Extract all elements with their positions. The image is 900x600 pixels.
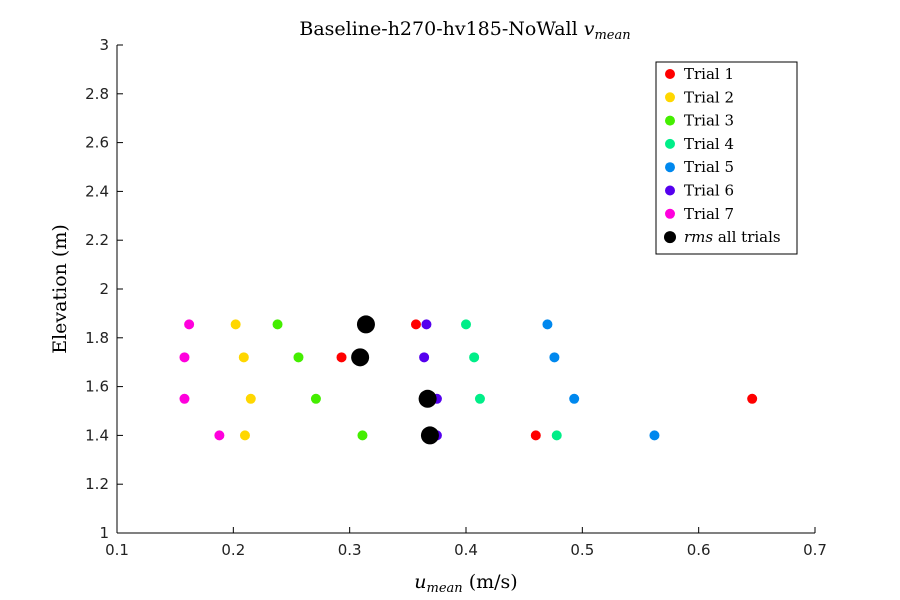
legend-marker — [665, 69, 675, 79]
trial-6-point — [419, 352, 430, 363]
trial-4-point — [469, 352, 480, 363]
x-tick-label: 0.6 — [687, 541, 711, 559]
legend-marker — [665, 162, 675, 173]
trial-3-point — [310, 393, 321, 404]
legend-marker — [665, 208, 675, 219]
trial-3-point — [357, 430, 368, 441]
y-tick-label: 1.8 — [85, 329, 109, 347]
y-tick-label: 2.8 — [85, 85, 109, 103]
x-tick-label: 0.4 — [454, 541, 478, 559]
trial-1-point — [410, 319, 421, 330]
y-tick-label: 1 — [99, 524, 109, 542]
rms-point — [420, 426, 439, 445]
trial-7-point — [179, 352, 190, 363]
legend-label: Trial 5 — [684, 158, 734, 176]
y-tick-label: 3 — [99, 36, 109, 54]
trial-5-point — [649, 430, 660, 441]
x-tick-label: 0.7 — [803, 541, 827, 559]
legend-marker — [665, 185, 675, 196]
y-axis-label: Elevation (m) — [49, 224, 71, 354]
y-tick-label: 1.2 — [85, 475, 109, 493]
trial-2-point — [239, 430, 250, 441]
legend-label: Trial 6 — [684, 182, 734, 200]
trial-2-point — [230, 319, 241, 330]
trial-1-point — [530, 430, 541, 441]
legend-label: rms all trials — [684, 228, 781, 246]
legend-marker — [665, 138, 675, 149]
y-axis-ticks: 1 1.2 1.4 1.6 1.8 2 2.2 2.4 2.6 2.8 3 — [85, 36, 123, 542]
trial-7-point — [214, 430, 225, 441]
legend-label: Trial 1 — [684, 65, 734, 83]
legend: Trial 1 Trial 2 Trial 3 Trial 4 Trial 5 Trial… — [655, 61, 798, 255]
y-tick-label: 1.6 — [85, 378, 109, 396]
x-tick-label: 0.3 — [338, 541, 362, 559]
trial-4-point — [551, 430, 562, 441]
trial-5-point — [542, 319, 553, 330]
x-tick-label: 0.2 — [221, 541, 245, 559]
trial-4-point — [461, 319, 471, 330]
legend-box — [655, 61, 798, 255]
x-axis-label: umean (m/s) — [414, 571, 517, 596]
data-points — [179, 315, 758, 445]
trial-7-point — [184, 319, 195, 330]
trial-5-point — [569, 393, 580, 404]
x-tick-label: 0.1 — [105, 541, 129, 559]
trial-5-point — [549, 352, 560, 363]
legend-marker — [665, 92, 675, 103]
trial-3-point — [272, 319, 283, 330]
rms-point — [351, 348, 370, 367]
legend-label: Trial 4 — [684, 135, 734, 153]
rms-point — [356, 315, 375, 334]
x-tick-label: 0.5 — [570, 541, 594, 559]
y-tick-label: 2.6 — [85, 134, 109, 152]
trial-4-point — [474, 393, 485, 404]
x-axis-ticks: 0.1 0.2 0.3 0.4 0.5 0.6 0.7 — [105, 527, 827, 559]
legend-label: Trial 7 — [684, 205, 734, 223]
y-tick-label: 2.2 — [85, 231, 109, 249]
legend-marker — [665, 115, 675, 126]
trial-2-point — [238, 352, 249, 363]
y-tick-label: 2 — [99, 280, 109, 298]
trial-1-point — [336, 352, 347, 363]
y-tick-label: 2.4 — [85, 182, 109, 200]
rms-point — [418, 389, 437, 408]
trial-1-point — [747, 393, 758, 404]
chart-title: Baseline-h270-hv185-NoWall vmean — [299, 18, 630, 43]
trial-3-point — [293, 352, 304, 363]
y-tick-label: 1.4 — [85, 426, 109, 444]
trial-6-point — [421, 319, 432, 330]
trial-2-point — [245, 393, 256, 404]
legend-label: Trial 2 — [684, 88, 734, 106]
legend-marker — [664, 231, 676, 244]
trial-7-point — [179, 393, 190, 404]
legend-label: Trial 3 — [684, 112, 734, 130]
